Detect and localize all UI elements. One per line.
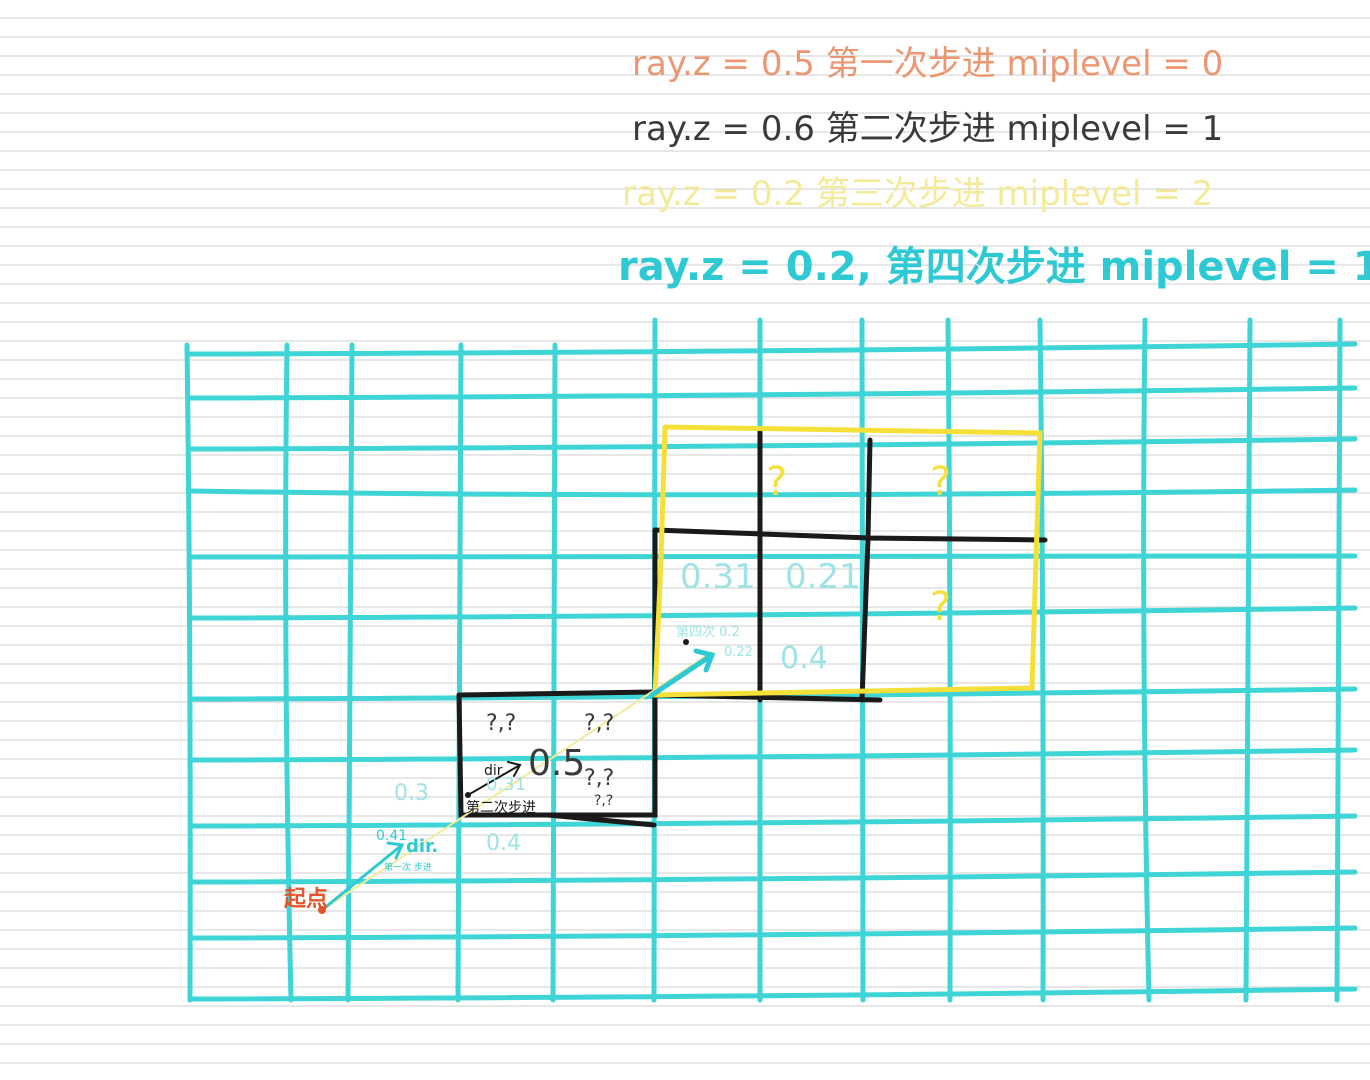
grid-vertical-line [1334,317,1343,1003]
grid-horizontal-line [187,436,1358,452]
grid-vertical-line [1037,317,1046,1003]
cell-q2: ? [930,459,951,505]
grid-horizontal-line [187,385,1358,401]
cell-4th-step: 第四次 0.2 [676,624,740,640]
grid-vertical-line [1243,317,1253,1003]
grid-horizontal-line [187,605,1358,621]
grid-horizontal-line [187,747,1358,763]
dir-label-lower: dir. [406,836,438,857]
cell-qq3: ?,? [584,766,614,791]
start-label: 起点 [283,886,328,912]
header-notes: ray.z = 0.5 第一次步进 miplevel = 0 ray.z = 0… [618,44,1370,290]
grid-horizontal-line [187,341,1358,357]
step2-dot [465,792,471,798]
cell-0-4-upper: 0.4 [780,641,828,676]
cell-0-31-upper: 0.31 [680,557,756,597]
grid-vertical-line [945,317,953,1003]
grid-horizontal-line [187,813,1358,829]
cell-0-5: 0.5 [528,743,585,784]
ray-arrows [318,639,716,914]
note-step3: ray.z = 0.2 第三次步进 miplevel = 2 [622,174,1213,214]
ray-arrow-3-head [693,648,716,673]
step4-dot [683,639,689,645]
ray-arrow-2-head [507,761,522,777]
cyan-grid [184,317,1358,1003]
grid-vertical-line [1141,317,1152,1003]
start-point-dot [318,906,326,914]
cell-qq4: ?,? [594,793,613,809]
cell-0-41: 0.41 [376,828,407,844]
ray-arrow-1-head [386,841,405,860]
grid-vertical-line [283,342,294,1003]
ray-line-full [321,651,713,911]
cell-annotations: ? ? ? 0.31 0.21 0.4 第四次 0.2 0.22 ?,? ?,?… [376,459,951,856]
cell-0-21: 0.21 [785,557,861,597]
note-step1: ray.z = 0.5 第一次步进 miplevel = 0 [632,44,1223,84]
first-step-small-label: 第一次 步进 [384,861,432,873]
dir-label-upper: dir. [484,763,506,779]
cell-0-31-lower: 0.31 [486,774,526,795]
black-outlines [456,427,1048,828]
grid-vertical-line [455,342,464,1003]
note-step2: ray.z = 0.6 第二次步进 miplevel = 1 [632,109,1223,149]
cell-0-4-lower: 0.4 [486,831,521,856]
cell-qq1: ?,? [486,711,516,736]
cell-0-22: 0.22 [724,645,753,660]
ray-arrow-3 [649,652,715,698]
note-step4: ray.z = 0.2, 第四次步进 miplevel = 1. [618,244,1370,290]
ray-labels: dir. dir. 第二次步进 第一次 步进 起点 [283,763,536,912]
grid-horizontal-line [187,986,1358,1002]
black-lower-box [456,689,658,828]
grid-vertical-line [184,342,193,1003]
grid-vertical-line [345,342,355,1003]
cell-0-3: 0.3 [394,781,429,806]
cell-qq2: ?,? [584,711,614,736]
cell-q3: ? [930,584,951,630]
cell-q1: ? [766,459,787,505]
second-step-label: 第二次步进 [466,799,536,816]
grid-vertical-line [550,342,558,1003]
grid-horizontal-line [187,487,1358,498]
ray-arrow-2 [467,764,521,796]
ray-arrow-1 [320,843,404,912]
grid-horizontal-line [187,869,1358,885]
yellow-box [652,424,1043,698]
grid-horizontal-line [187,553,1358,560]
grid-horizontal-line [187,925,1358,941]
black-upper-box [652,427,1048,703]
